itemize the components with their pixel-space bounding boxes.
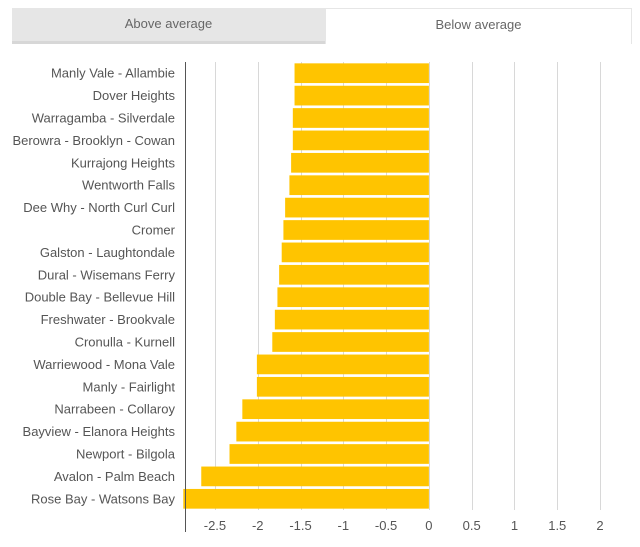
- bar[interactable]: [277, 287, 429, 308]
- category-label: Newport - Bilgola: [76, 447, 176, 462]
- x-tick-label: 2: [596, 518, 603, 533]
- category-label: Wentworth Falls: [82, 178, 175, 193]
- tab-below-average[interactable]: Below average: [325, 8, 632, 44]
- category-label: Manly - Fairlight: [83, 379, 176, 394]
- category-label: Kurrajong Heights: [71, 155, 176, 170]
- category-label: Narrabeen - Collaroy: [54, 402, 175, 417]
- bar[interactable]: [292, 130, 429, 151]
- bar[interactable]: [292, 108, 429, 128]
- x-tick-label: -2: [252, 518, 264, 533]
- category-labels: Manly Vale - Allambie Dover Heights Warrag…: [12, 66, 175, 507]
- bar[interactable]: [272, 332, 429, 352]
- bar[interactable]: [274, 309, 429, 330]
- bar[interactable]: [289, 175, 429, 196]
- tab-bar: Above average Below average: [12, 8, 632, 44]
- x-tick-label: 0: [425, 518, 432, 533]
- x-tick-label: -2.5: [204, 518, 226, 533]
- bar[interactable]: [201, 466, 429, 487]
- category-label: Avalon - Palm Beach: [54, 469, 175, 484]
- grid-lines: [215, 62, 601, 510]
- category-label: Freshwater - Brookvale: [41, 312, 175, 327]
- bar[interactable]: [281, 242, 429, 263]
- bar[interactable]: [291, 152, 429, 173]
- category-label: Warriewood - Mona Vale: [33, 357, 175, 372]
- bar[interactable]: [294, 85, 429, 106]
- bar[interactable]: [256, 376, 429, 397]
- x-tick-label: 1.5: [548, 518, 566, 533]
- category-label: Double Bay - Bellevue Hill: [25, 290, 175, 305]
- category-label: Bayview - Elanora Heights: [23, 424, 176, 439]
- bar[interactable]: [229, 444, 429, 464]
- bars: [183, 63, 429, 509]
- bar[interactable]: [285, 197, 429, 218]
- category-label: Warragamba - Silverdale: [32, 111, 175, 126]
- bar[interactable]: [279, 264, 429, 285]
- bar[interactable]: [256, 354, 429, 375]
- x-tick-label: -1: [338, 518, 350, 533]
- x-tick-labels: -2.5 -2 -1.5 -1 -0.5 0 0.5 1 1.5 2: [204, 518, 604, 533]
- category-label: Cromer: [132, 223, 176, 238]
- x-tick-label: 1: [511, 518, 518, 533]
- category-label: Dee Why - North Curl Curl: [23, 200, 175, 215]
- category-label: Dover Heights: [93, 88, 176, 103]
- category-label: Manly Vale - Allambie: [51, 66, 175, 81]
- bar[interactable]: [283, 220, 429, 240]
- bar[interactable]: [183, 488, 429, 509]
- bar[interactable]: [242, 399, 429, 420]
- x-tick-label: 0.5: [463, 518, 481, 533]
- bar[interactable]: [294, 63, 429, 84]
- x-tick-label: -1.5: [289, 518, 311, 533]
- tab-above-average[interactable]: Above average: [12, 8, 325, 44]
- x-tick-label: -0.5: [375, 518, 397, 533]
- bar[interactable]: [236, 421, 429, 442]
- category-label: Galston - Laughtondale: [40, 245, 175, 260]
- category-label: Cronulla - Kurnell: [75, 335, 176, 350]
- category-label: Berowra - Brooklyn - Cowan: [12, 133, 175, 148]
- category-label: Rose Bay - Watsons Bay: [31, 491, 176, 506]
- category-label: Dural - Wisemans Ferry: [38, 267, 176, 282]
